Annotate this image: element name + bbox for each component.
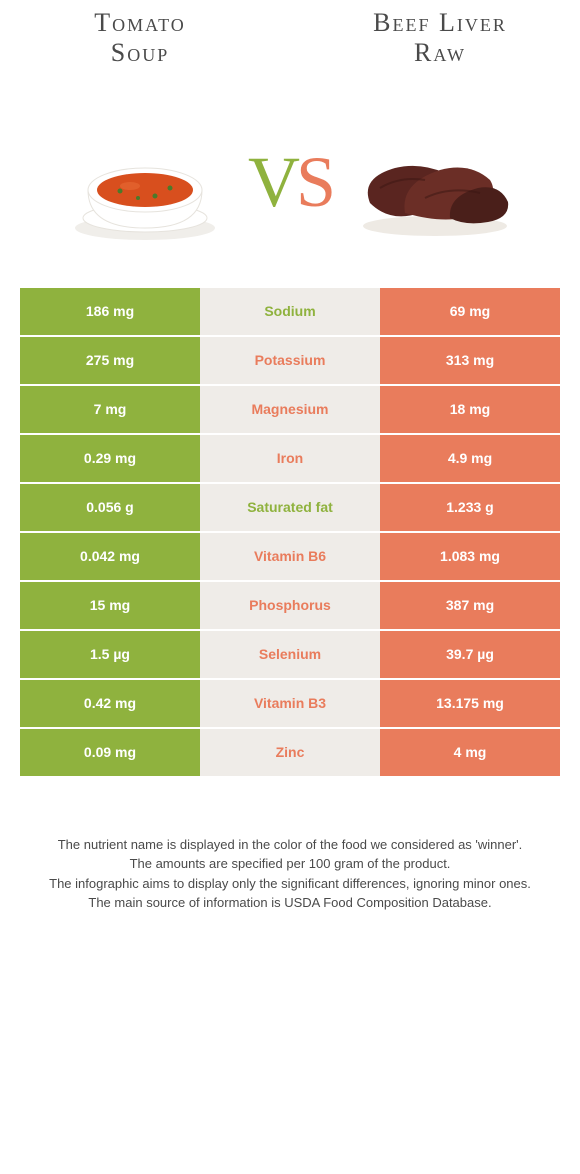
left-value: 0.042 mg <box>20 533 200 580</box>
vs-label: VS <box>248 141 332 224</box>
left-value: 0.29 mg <box>20 435 200 482</box>
nutrient-name: Iron <box>200 435 380 482</box>
nutrient-name: Zinc <box>200 729 380 776</box>
right-value: 387 mg <box>380 582 560 629</box>
right-value: 4 mg <box>380 729 560 776</box>
table-row: 0.29 mgIron4.9 mg <box>20 435 560 482</box>
nutrient-name: Selenium <box>200 631 380 678</box>
table-row: 186 mgSodium69 mg <box>20 288 560 335</box>
right-value: 1.233 g <box>380 484 560 531</box>
beef-liver-image <box>350 118 520 248</box>
left-title-line1: Tomato <box>20 8 260 38</box>
nutrient-name: Vitamin B3 <box>200 680 380 727</box>
table-row: 7 mgMagnesium18 mg <box>20 386 560 433</box>
left-title-line2: Soup <box>20 38 260 68</box>
table-row: 0.09 mgZinc4 mg <box>20 729 560 776</box>
right-value: 69 mg <box>380 288 560 335</box>
hero-row: VS <box>0 68 580 288</box>
left-value: 0.056 g <box>20 484 200 531</box>
table-row: 0.056 gSaturated fat1.233 g <box>20 484 560 531</box>
right-value: 39.7 µg <box>380 631 560 678</box>
nutrient-name: Saturated fat <box>200 484 380 531</box>
left-value: 186 mg <box>20 288 200 335</box>
right-value: 4.9 mg <box>380 435 560 482</box>
table-row: 275 mgPotassium313 mg <box>20 337 560 384</box>
tomato-soup-image <box>60 118 230 248</box>
right-food-title: Beef Liver Raw <box>320 8 560 68</box>
right-value: 313 mg <box>380 337 560 384</box>
note-line-4: The main source of information is USDA F… <box>30 894 550 912</box>
note-line-3: The infographic aims to display only the… <box>30 875 550 893</box>
right-value: 1.083 mg <box>380 533 560 580</box>
note-line-1: The nutrient name is displayed in the co… <box>30 836 550 854</box>
nutrient-name: Magnesium <box>200 386 380 433</box>
comparison-table: 186 mgSodium69 mg275 mgPotassium313 mg7 … <box>20 288 560 776</box>
left-value: 1.5 µg <box>20 631 200 678</box>
right-title-line2: Raw <box>320 38 560 68</box>
right-title-line1: Beef Liver <box>320 8 560 38</box>
left-food-title: Tomato Soup <box>20 8 260 68</box>
right-value: 18 mg <box>380 386 560 433</box>
left-value: 7 mg <box>20 386 200 433</box>
footer-notes: The nutrient name is displayed in the co… <box>30 836 550 912</box>
left-value: 15 mg <box>20 582 200 629</box>
left-value: 0.09 mg <box>20 729 200 776</box>
left-value: 275 mg <box>20 337 200 384</box>
table-row: 15 mgPhosphorus387 mg <box>20 582 560 629</box>
right-value: 13.175 mg <box>380 680 560 727</box>
table-row: 0.042 mgVitamin B61.083 mg <box>20 533 560 580</box>
nutrient-name: Phosphorus <box>200 582 380 629</box>
titles-row: Tomato Soup Beef Liver Raw <box>0 0 580 68</box>
nutrient-name: Vitamin B6 <box>200 533 380 580</box>
vs-s: S <box>296 142 332 222</box>
table-row: 0.42 mgVitamin B313.175 mg <box>20 680 560 727</box>
left-value: 0.42 mg <box>20 680 200 727</box>
note-line-2: The amounts are specified per 100 gram o… <box>30 855 550 873</box>
vs-v: V <box>248 142 296 222</box>
nutrient-name: Potassium <box>200 337 380 384</box>
nutrient-name: Sodium <box>200 288 380 335</box>
table-row: 1.5 µgSelenium39.7 µg <box>20 631 560 678</box>
